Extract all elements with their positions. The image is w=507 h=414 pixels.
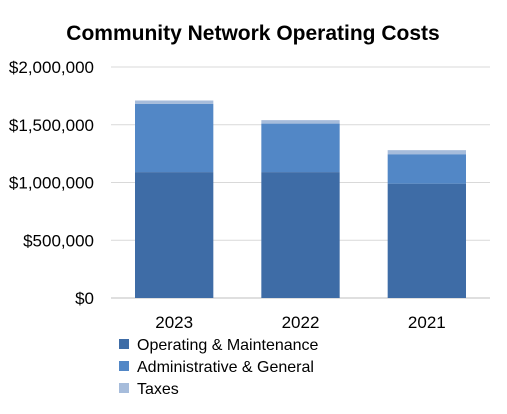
y-tick-label: $1,500,000 xyxy=(9,116,94,135)
y-tick-label: $1,000,000 xyxy=(9,174,94,193)
legend: Operating & Maintenance Administrative & … xyxy=(119,337,319,398)
legend-label: Administrative & General xyxy=(137,359,314,376)
legend-label: Operating & Maintenance xyxy=(137,337,319,354)
x-tick-label: 2022 xyxy=(282,313,320,332)
legend-swatch xyxy=(119,383,129,393)
bar-segment xyxy=(261,120,340,124)
bar-segment xyxy=(387,154,466,184)
bar-segment xyxy=(135,172,214,298)
bar-segment xyxy=(135,100,214,104)
bar-segment xyxy=(387,183,466,298)
bar-segment xyxy=(261,172,340,298)
y-tick-label: $500,000 xyxy=(23,231,94,250)
y-axis-ticks: $0 $500,000 $1,000,000 $1,500,000 $2,000,000 xyxy=(9,58,94,308)
legend-swatch xyxy=(119,339,129,349)
bar-segment xyxy=(387,150,466,155)
y-tick-label: $0 xyxy=(75,289,94,308)
bar-segment xyxy=(261,123,340,173)
chart-title: Community Network Operating Costs xyxy=(66,22,439,45)
x-tick-label: 2021 xyxy=(408,313,446,332)
bar-segment xyxy=(135,103,214,173)
x-tick-label: 2023 xyxy=(155,313,193,332)
bars xyxy=(135,100,466,298)
legend-swatch xyxy=(119,361,129,371)
x-axis-ticks: 2023 2022 2021 xyxy=(155,313,445,332)
legend-label: Taxes xyxy=(137,381,179,398)
y-tick-label: $2,000,000 xyxy=(9,58,94,77)
